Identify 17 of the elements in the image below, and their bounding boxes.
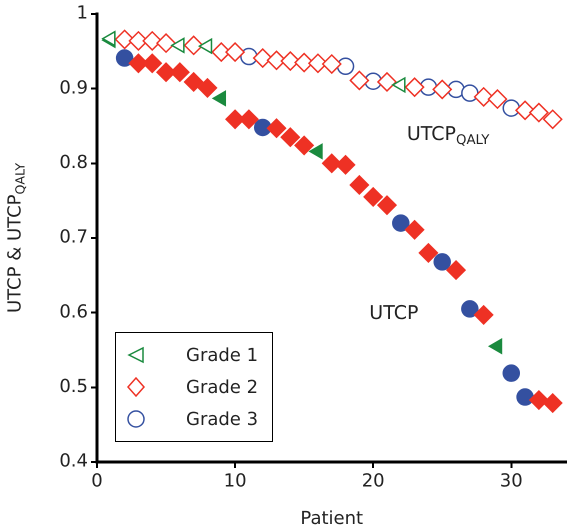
x-tick-label: 30: [500, 470, 523, 492]
annotation: UTCP: [369, 302, 418, 324]
y-tick-label: 1: [76, 2, 88, 24]
x-tick-label: 10: [224, 470, 247, 492]
y-tick-label: 0.4: [59, 450, 88, 472]
y-tick-label: 0.7: [59, 226, 88, 248]
y-tick-label: 0.5: [59, 376, 88, 398]
legend-label: Grade 2: [186, 376, 258, 398]
legend-label: Grade 3: [186, 408, 258, 430]
y-tick-label: 0.9: [59, 77, 88, 98]
y-tick-label: 0.8: [59, 152, 88, 174]
legend-label: Grade 1: [186, 344, 258, 366]
x-tick-label: 20: [362, 470, 385, 492]
x-tick-label: 0: [91, 470, 103, 492]
y-axis-title: UTCP & UTCPQALY: [4, 162, 28, 314]
y-tick-label: 0.6: [59, 301, 88, 322]
x-axis-title: Patient: [300, 508, 364, 529]
